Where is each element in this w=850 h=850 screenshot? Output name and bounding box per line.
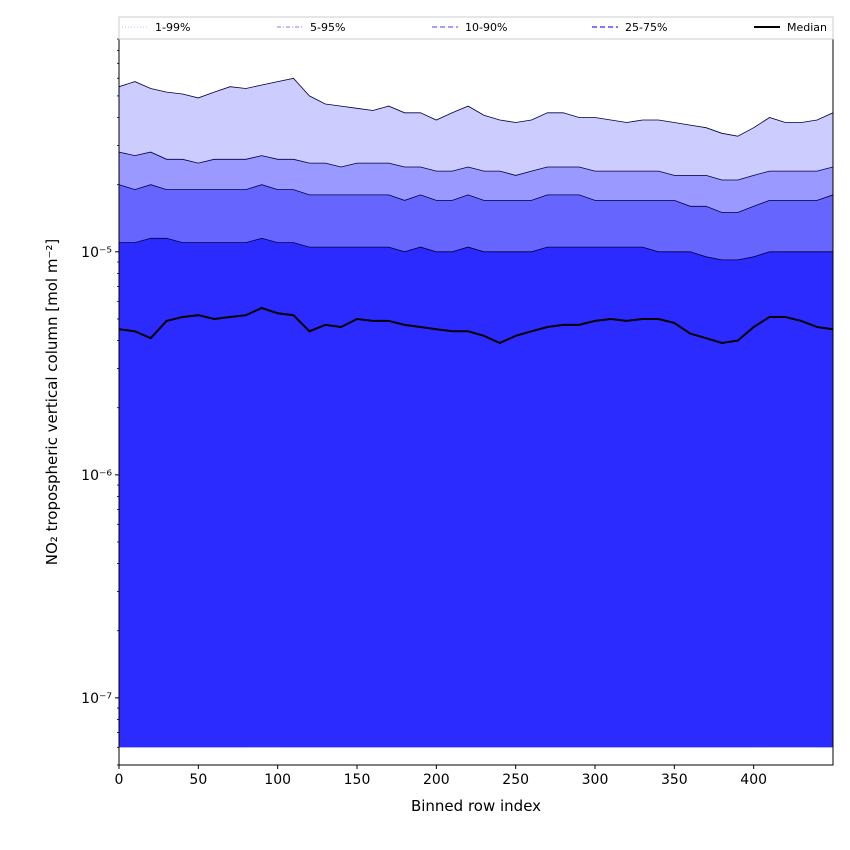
legend-label-5: Median bbox=[787, 21, 827, 34]
x-tick-label: 350 bbox=[661, 772, 688, 788]
x-tick-label: 300 bbox=[582, 772, 609, 788]
x-tick-label: 150 bbox=[344, 772, 371, 788]
legend-label-2: 5-95% bbox=[310, 21, 345, 34]
legend-box bbox=[118, 16, 834, 40]
x-tick-label: 400 bbox=[740, 772, 767, 788]
legend: 1-99% 5-95% 10-90% 25-75% Median bbox=[118, 16, 834, 40]
legend-label-3: 10-90% bbox=[465, 21, 507, 34]
band-5-95-upper-edge bbox=[119, 151, 833, 181]
y-tick-label: 10⁻⁶ bbox=[81, 468, 112, 484]
y-axis: 10⁻⁷ 10⁻⁶ 10⁻⁵ bbox=[81, 38, 119, 766]
band-25-75-area bbox=[119, 238, 833, 748]
percentile-bands bbox=[119, 77, 833, 748]
band-1-99-upper-edge bbox=[119, 77, 833, 137]
x-tick-label: 200 bbox=[423, 772, 450, 788]
median-layer bbox=[119, 306, 833, 345]
x-axis-label: Binned row index bbox=[411, 797, 541, 815]
band-10-90-upper-edge bbox=[119, 184, 833, 213]
x-axis: 0 50 100 150 200 250 300 350 400 bbox=[115, 765, 767, 788]
median-line bbox=[119, 306, 833, 345]
legend-label-1: 1-99% bbox=[155, 21, 190, 34]
x-tick-label: 100 bbox=[264, 772, 291, 788]
x-tick-label: 250 bbox=[502, 772, 529, 788]
x-tick-label: 50 bbox=[189, 772, 207, 788]
x-tick-label: 0 bbox=[115, 772, 124, 788]
y-tick-label: 10⁻⁵ bbox=[81, 245, 112, 261]
band-25-75-upper-edge bbox=[119, 237, 833, 261]
y-tick-label: 10⁻⁷ bbox=[81, 691, 112, 707]
y-axis-label: NO₂ tropospheric vertical column [mol m⁻… bbox=[43, 239, 61, 565]
legend-label-4: 25-75% bbox=[625, 21, 667, 34]
